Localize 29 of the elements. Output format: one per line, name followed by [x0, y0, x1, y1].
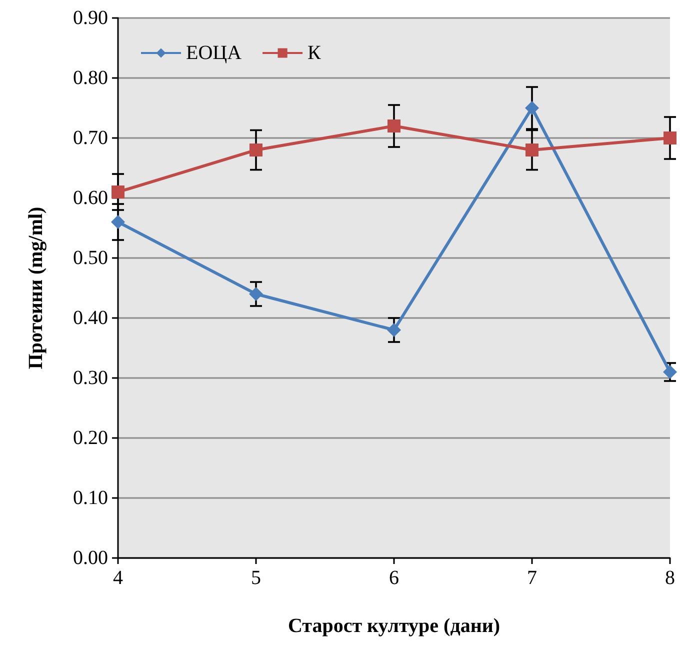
y-tick-label: 0.90 — [73, 7, 108, 29]
legend-label: К — [308, 42, 322, 64]
x-tick-label: 4 — [113, 567, 123, 589]
y-tick-label: 0.30 — [73, 367, 108, 389]
point — [111, 215, 125, 229]
y-tick-label: 0.80 — [73, 67, 108, 89]
y-tick-label: 0.10 — [73, 487, 108, 509]
y-tick-label: 0.00 — [73, 547, 108, 569]
y-tick-label: 0.70 — [73, 127, 108, 149]
x-tick-label: 7 — [527, 567, 537, 589]
y-tick-label: 0.40 — [73, 307, 108, 329]
y-tick-label: 0.60 — [73, 187, 108, 209]
x-tick-label: 8 — [665, 567, 675, 589]
point — [249, 287, 263, 301]
y-axis-title: Протеини (mg/ml) — [25, 206, 47, 370]
point — [112, 186, 124, 198]
legend-label: ЕОЦА — [186, 42, 242, 64]
point — [250, 144, 262, 156]
point — [663, 365, 677, 379]
point — [388, 120, 400, 132]
x-tick-label: 6 — [389, 567, 399, 589]
y-tick-label: 0.20 — [73, 427, 108, 449]
x-axis-title: Старост културе (дани) — [288, 615, 500, 637]
point — [387, 323, 401, 337]
x-tick-label: 5 — [251, 567, 261, 589]
point — [525, 101, 539, 115]
point — [664, 132, 676, 144]
y-tick-label: 0.50 — [73, 247, 108, 269]
point — [526, 144, 538, 156]
